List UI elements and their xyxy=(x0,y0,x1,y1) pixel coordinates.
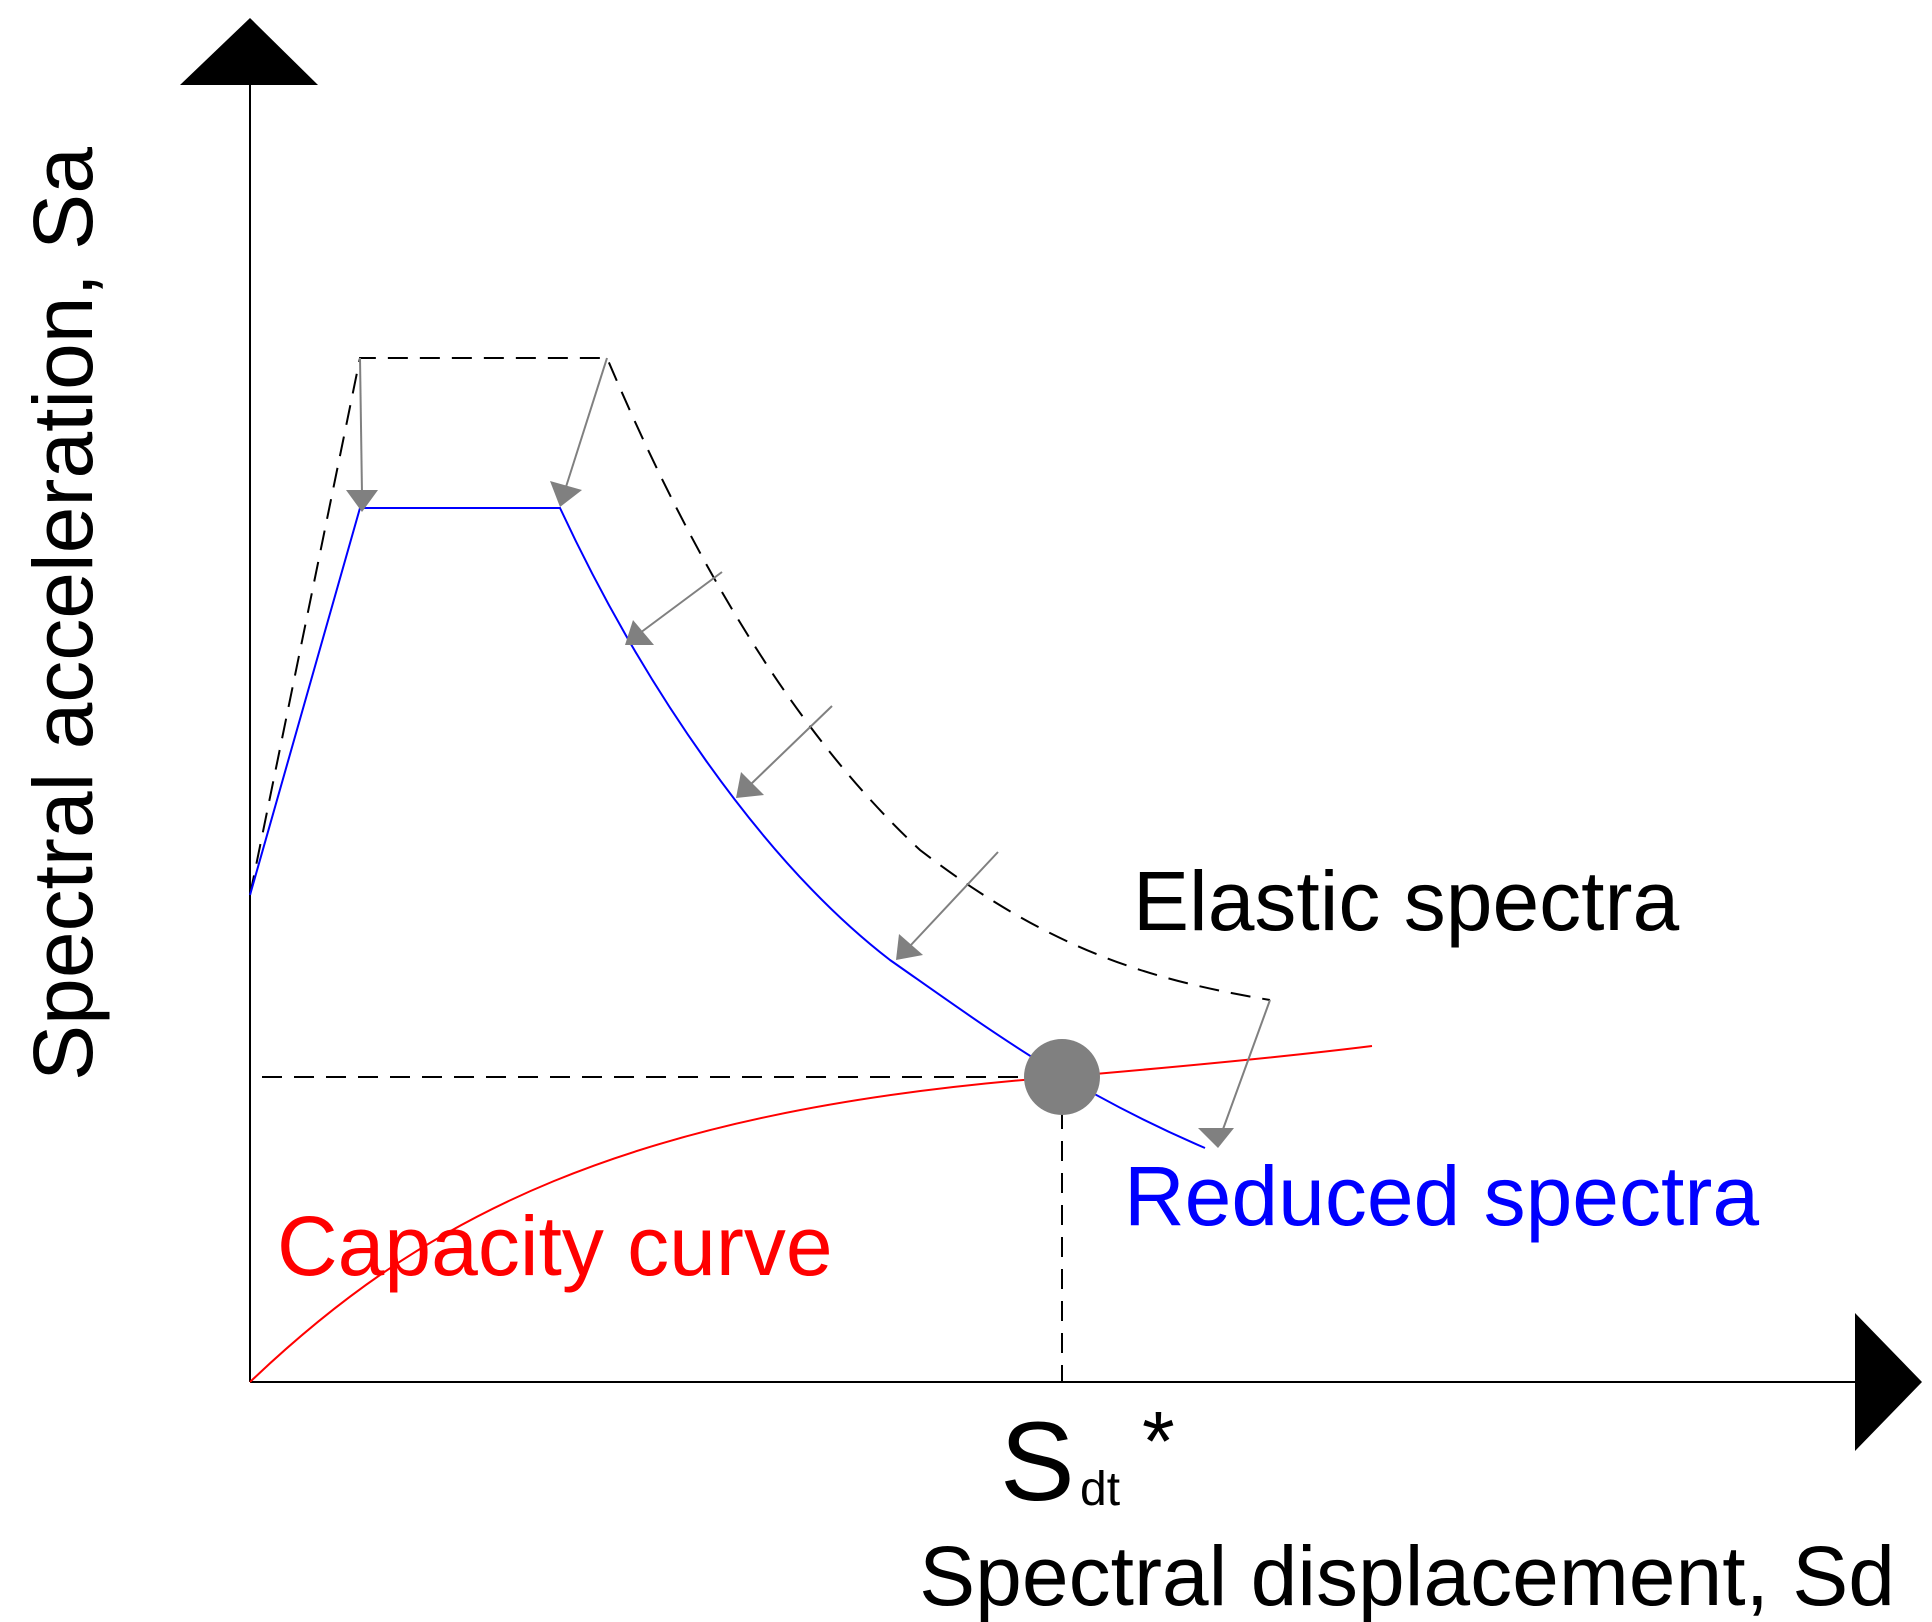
x-axis-label: Spectral displacement, Sd xyxy=(919,1529,1895,1622)
y-axis-arrowhead xyxy=(180,18,318,85)
reduced-spectra-label: Reduced spectra xyxy=(1124,1149,1759,1243)
x-axis-arrowhead xyxy=(1855,1313,1922,1451)
reduction-arrow xyxy=(346,357,378,512)
reduction-arrows xyxy=(346,357,1271,1148)
reduction-arrow xyxy=(896,851,999,960)
axes xyxy=(180,18,1922,1451)
reduction-arrow xyxy=(1198,999,1271,1148)
capacity-curve xyxy=(249,1045,1373,1383)
y-axis-label: Spectral acceleration, Sa xyxy=(16,147,110,1081)
performance-point xyxy=(1024,1039,1100,1115)
sdt-subscript-text: dt xyxy=(1080,1463,1120,1516)
reduction-arrow xyxy=(625,571,723,645)
reduction-arrow xyxy=(736,705,833,798)
capacity-curve-label: Capacity curve xyxy=(277,1199,833,1293)
performance-displacement-label: S dt * xyxy=(1000,1394,1175,1524)
elastic-spectrum-curve xyxy=(249,357,1271,1001)
sdt-star-text: * xyxy=(1142,1394,1175,1488)
sdt-main-text: S xyxy=(1000,1399,1075,1524)
elastic-spectra-label: Elastic spectra xyxy=(1133,854,1679,948)
reduction-arrow xyxy=(550,357,608,507)
